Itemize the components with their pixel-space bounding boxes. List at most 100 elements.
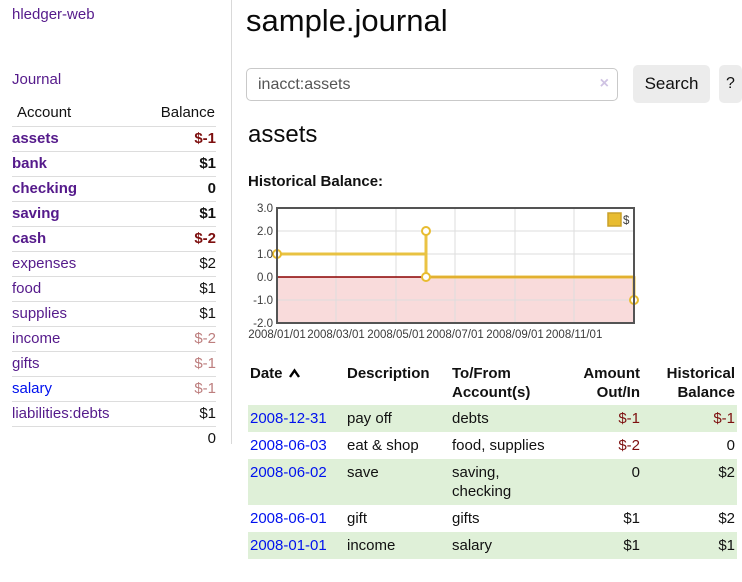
register-row: 2008-06-02 save saving, checking 0 $2: [248, 459, 737, 505]
plot-border: [276, 207, 635, 324]
account-balance: $-1: [194, 130, 216, 147]
accounts-table-header: Account Balance: [12, 101, 216, 127]
transaction-balance: $2: [718, 464, 735, 481]
account-link[interactable]: cash: [12, 230, 47, 247]
account-balance: $1: [199, 205, 216, 222]
y-tick: -1.0: [253, 295, 273, 307]
account-balance: $1: [199, 280, 216, 297]
account-row-bank: bank $1: [12, 151, 216, 177]
account-column-header: Account: [17, 104, 72, 121]
account-row-income: income $-2: [12, 326, 216, 352]
register-table: Date Description To/From Account(s) Amou…: [248, 362, 737, 559]
transaction-balance: $2: [718, 510, 735, 527]
account-balance: $-2: [194, 230, 216, 247]
account-link[interactable]: checking: [12, 180, 78, 197]
description-column-header: Description: [347, 365, 430, 382]
account-row-supplies: supplies $1: [12, 301, 216, 327]
account-link[interactable]: income: [12, 330, 61, 347]
legend-swatch: [607, 212, 622, 227]
account-link[interactable]: expenses: [12, 255, 77, 272]
search-field-wrap: ×: [246, 68, 618, 101]
account-row-checking: checking 0: [12, 176, 216, 202]
accounts-column-header: To/From Account(s): [452, 365, 531, 401]
transaction-balance: $1: [718, 537, 735, 554]
accounts-table: Account Balance assets $-1 bank $1 check…: [12, 101, 216, 451]
account-row-cash: cash $-2: [12, 226, 216, 252]
transaction-description: eat & shop: [347, 437, 419, 454]
account-balance: $-2: [194, 330, 216, 347]
transaction-date-link[interactable]: 2008-12-31: [250, 410, 327, 427]
transaction-amount: $-1: [618, 410, 640, 427]
account-link[interactable]: salary: [12, 380, 53, 397]
x-tick: 2008/01/01: [248, 329, 306, 341]
transaction-date-link[interactable]: 2008-01-01: [250, 537, 327, 554]
accounts-total-row: 0: [12, 426, 216, 452]
account-balance: 0: [207, 180, 216, 197]
account-balance: $-1: [194, 380, 216, 397]
transaction-date-link[interactable]: 2008-06-01: [250, 510, 327, 527]
sidebar-item-journal[interactable]: Journal: [12, 71, 62, 88]
date-header-label: Date: [250, 365, 283, 382]
x-axis-labels: 2008/01/01 2008/03/01 2008/05/01 2008/07…: [248, 329, 602, 341]
transaction-accounts: debts: [452, 410, 489, 427]
account-row-assets: assets $-1: [12, 126, 216, 152]
transaction-date-link[interactable]: 2008-06-02: [250, 464, 327, 481]
account-link[interactable]: assets: [12, 130, 59, 147]
y-tick: 3.0: [257, 203, 273, 215]
account-row-saving: saving $1: [12, 201, 216, 227]
search-button[interactable]: Search: [633, 65, 710, 103]
y-tick: 2.0: [257, 226, 273, 238]
transaction-balance: 0: [726, 437, 735, 454]
x-tick: 2008/09/01: [486, 329, 544, 341]
transaction-date-link[interactable]: 2008-06-03: [250, 437, 327, 454]
register-header-row: Date Description To/From Account(s) Amou…: [248, 362, 737, 405]
account-link[interactable]: bank: [12, 155, 48, 172]
main-content: sample.journal × Search ? assets Histori…: [246, 0, 742, 582]
transaction-accounts: salary: [452, 537, 493, 554]
sidebar: hledger-web Journal Account Balance asse…: [0, 0, 232, 447]
account-link[interactable]: liabilities:debts: [12, 405, 110, 422]
clear-search-icon[interactable]: ×: [599, 75, 609, 92]
search-input[interactable]: [246, 68, 618, 101]
account-heading: assets: [248, 121, 318, 148]
transaction-amount: $1: [623, 510, 640, 527]
transaction-description: gift: [347, 510, 368, 527]
account-link[interactable]: supplies: [12, 305, 68, 322]
account-row-expenses: expenses $2: [12, 251, 216, 277]
transaction-description: save: [347, 464, 379, 481]
brand-link[interactable]: hledger-web: [12, 6, 95, 23]
transaction-description: pay off: [347, 410, 392, 427]
balance-column-header: Historical Balance: [666, 365, 735, 401]
historical-balance-chart: $ 3.0 2.0 1.0 0.0 -1.0 -2.0 2008/01/01 2…: [248, 203, 639, 341]
y-tick: 1.0: [257, 249, 273, 261]
account-row-salary: salary $-1: [12, 376, 216, 402]
date-column-header[interactable]: Date: [248, 362, 345, 405]
x-tick: 2008/05/01: [367, 329, 425, 341]
account-link[interactable]: food: [12, 280, 42, 297]
page-title: sample.journal: [246, 3, 448, 38]
account-balance: $1: [199, 305, 216, 322]
account-balance: $1: [199, 405, 216, 422]
account-row-liabilities-debts: liabilities:debts $1: [12, 401, 216, 427]
sort-ascending-icon: [288, 368, 300, 378]
account-balance: $-1: [194, 355, 216, 372]
search-form: × Search ?: [246, 64, 742, 104]
transaction-accounts: food, supplies: [452, 437, 545, 454]
transaction-accounts: saving, checking: [452, 464, 512, 500]
account-link[interactable]: saving: [12, 205, 60, 222]
transaction-description: income: [347, 537, 396, 554]
account-balance: $2: [199, 255, 216, 272]
chart-legend: $: [607, 212, 630, 227]
accounts-total-value: 0: [207, 430, 216, 447]
amount-column-header: Amount Out/In: [583, 365, 640, 401]
y-tick: -2.0: [253, 318, 273, 330]
y-tick: 0.0: [257, 272, 273, 284]
register-row: 2008-01-01 income salary $1 $1: [248, 532, 737, 559]
transaction-amount: $-2: [618, 437, 640, 454]
transaction-balance: $-1: [713, 410, 735, 427]
help-button[interactable]: ?: [719, 65, 742, 103]
account-link[interactable]: gifts: [12, 355, 40, 372]
transaction-amount: $1: [623, 537, 640, 554]
register-row: 2008-12-31 pay off debts $-1 $-1: [248, 405, 737, 432]
